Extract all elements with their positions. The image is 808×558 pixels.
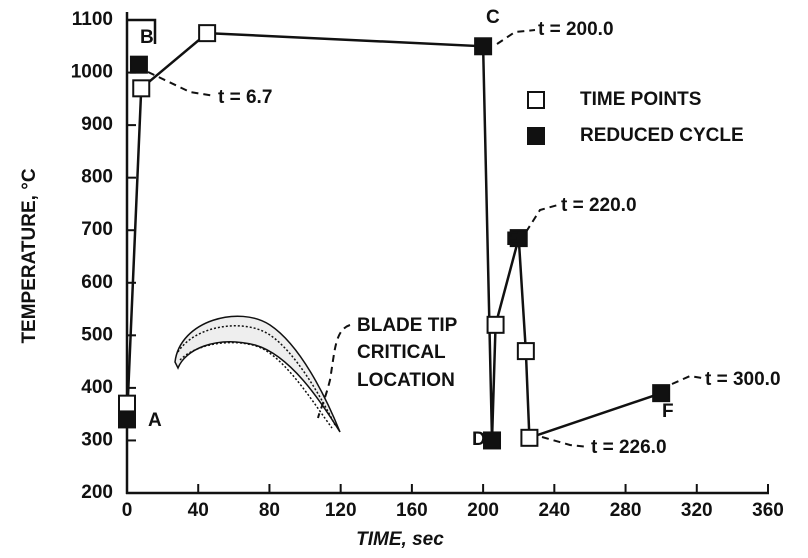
legend-label: TIME POINTS [580, 89, 701, 110]
annotation: t = 300.0 [705, 369, 781, 390]
annotation: LOCATION [357, 370, 455, 391]
annotation: D [472, 429, 486, 450]
data-point [198, 24, 217, 43]
data-point [118, 410, 136, 429]
x-tick-label: 160 [396, 500, 428, 521]
leader-line [147, 71, 216, 97]
y-tick-label: 900 [81, 114, 113, 135]
x-tick-label: 40 [188, 500, 209, 521]
legend-label: REDUCED CYCLE [580, 125, 744, 146]
x-tick-label: 240 [538, 500, 570, 521]
annotation: t = 220.0 [561, 195, 637, 216]
y-tick-label: 700 [81, 219, 113, 240]
y-tick-label: 800 [81, 167, 113, 188]
frame-corner [127, 18, 157, 44]
data-point [509, 229, 528, 248]
annotation: t = 226.0 [591, 437, 667, 458]
y-tick-label: 1000 [71, 62, 113, 83]
y-tick-label: 300 [81, 429, 113, 450]
annotation: t = 6.7 [218, 87, 272, 108]
data-point [474, 37, 493, 56]
annotation: B [140, 27, 154, 48]
leader-line [317, 324, 351, 419]
leader-line [671, 374, 703, 385]
blade-drawing [174, 315, 341, 433]
y-axis-label: TEMPERATURE, °C [19, 168, 40, 343]
data-point [516, 342, 535, 361]
y-tick-label: 200 [81, 482, 113, 503]
data-line [125, 31, 662, 441]
x-tick-label: 120 [325, 500, 357, 521]
x-tick-label: 320 [681, 500, 713, 521]
data-point [520, 428, 539, 447]
legend-marker [527, 91, 545, 109]
y-tick-label: 600 [81, 272, 113, 293]
data-point [486, 315, 505, 334]
leader-line [541, 436, 589, 448]
x-tick-label: 0 [122, 500, 133, 521]
x-tick-label: 360 [752, 500, 784, 521]
legend-marker [527, 127, 545, 145]
data-point [129, 55, 148, 74]
annotation: C [486, 7, 500, 28]
x-axis-label: TIME, sec [356, 529, 444, 550]
leader-line [525, 204, 559, 233]
annotation: F [662, 401, 674, 422]
annotation: A [148, 410, 162, 431]
y-tick-label: 400 [81, 377, 113, 398]
y-tick-label: 1100 [72, 9, 113, 30]
annotation: CRITICAL [357, 342, 446, 363]
data-point [652, 384, 671, 403]
annotation: t = 200.0 [538, 19, 614, 40]
annotation: E [506, 229, 519, 250]
data-point [118, 394, 136, 413]
x-tick-label: 280 [610, 500, 642, 521]
annotation: BLADE TIP [357, 315, 458, 336]
x-tick-label: 80 [259, 500, 280, 521]
data-point [483, 431, 502, 450]
x-tick-label: 200 [467, 500, 499, 521]
leader-line [496, 29, 536, 45]
y-tick-label: 500 [81, 324, 113, 345]
data-point [132, 79, 151, 98]
